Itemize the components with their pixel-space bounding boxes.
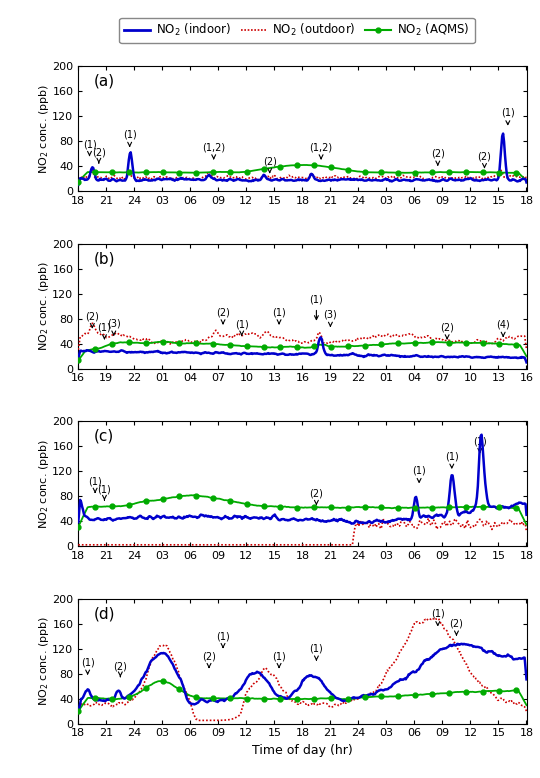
Text: (2): (2) [449, 619, 463, 635]
Text: (1): (1) [309, 295, 323, 320]
Text: (1): (1) [501, 107, 515, 124]
Text: (2): (2) [431, 149, 445, 165]
Text: (1): (1) [272, 651, 286, 668]
Text: (1,2): (1,2) [202, 142, 225, 159]
Text: (1): (1) [88, 477, 102, 492]
Text: (1): (1) [81, 657, 94, 674]
Text: (b): (b) [94, 251, 116, 266]
Y-axis label: NO$_2$ conc. (ppb): NO$_2$ conc. (ppb) [37, 439, 51, 528]
Text: (a): (a) [94, 74, 115, 89]
Text: (2): (2) [309, 489, 323, 504]
Text: (1): (1) [83, 139, 96, 156]
Text: (1,2): (1,2) [309, 142, 333, 159]
Text: (1): (1) [98, 484, 111, 499]
X-axis label: Time of day (hr): Time of day (hr) [252, 744, 353, 757]
Text: (3): (3) [323, 310, 338, 326]
Text: (2): (2) [477, 151, 491, 167]
Text: (1): (1) [445, 451, 458, 468]
Text: (2): (2) [113, 661, 127, 677]
Text: (3): (3) [107, 319, 120, 335]
Text: (4): (4) [496, 320, 510, 336]
Text: (1): (1) [235, 319, 248, 335]
Y-axis label: NO$_2$ conc. (ppb): NO$_2$ conc. (ppb) [37, 261, 51, 351]
Text: (c): (c) [94, 429, 114, 443]
Text: (2): (2) [92, 147, 106, 163]
Text: (2): (2) [216, 307, 230, 324]
Y-axis label: NO$_2$ conc. (ppb): NO$_2$ conc. (ppb) [37, 83, 51, 173]
Text: (d): (d) [94, 606, 116, 621]
Y-axis label: NO$_2$ conc. (ppb): NO$_2$ conc. (ppb) [37, 616, 51, 706]
Text: (2): (2) [202, 651, 216, 668]
Text: (1): (1) [123, 130, 137, 146]
Text: (2): (2) [263, 156, 276, 173]
Text: (1): (1) [431, 608, 444, 626]
Legend: NO$_2$ (indoor), NO$_2$ (outdoor), NO$_2$ (AQMS): NO$_2$ (indoor), NO$_2$ (outdoor), NO$_2… [119, 18, 475, 43]
Text: (1): (1) [412, 465, 426, 482]
Text: (2): (2) [85, 311, 99, 328]
Text: (1): (1) [98, 322, 111, 338]
Text: (1): (1) [473, 436, 487, 452]
Text: (2): (2) [440, 322, 454, 338]
Text: (1): (1) [309, 643, 323, 660]
Text: (1): (1) [216, 631, 230, 647]
Text: (1): (1) [272, 307, 286, 324]
